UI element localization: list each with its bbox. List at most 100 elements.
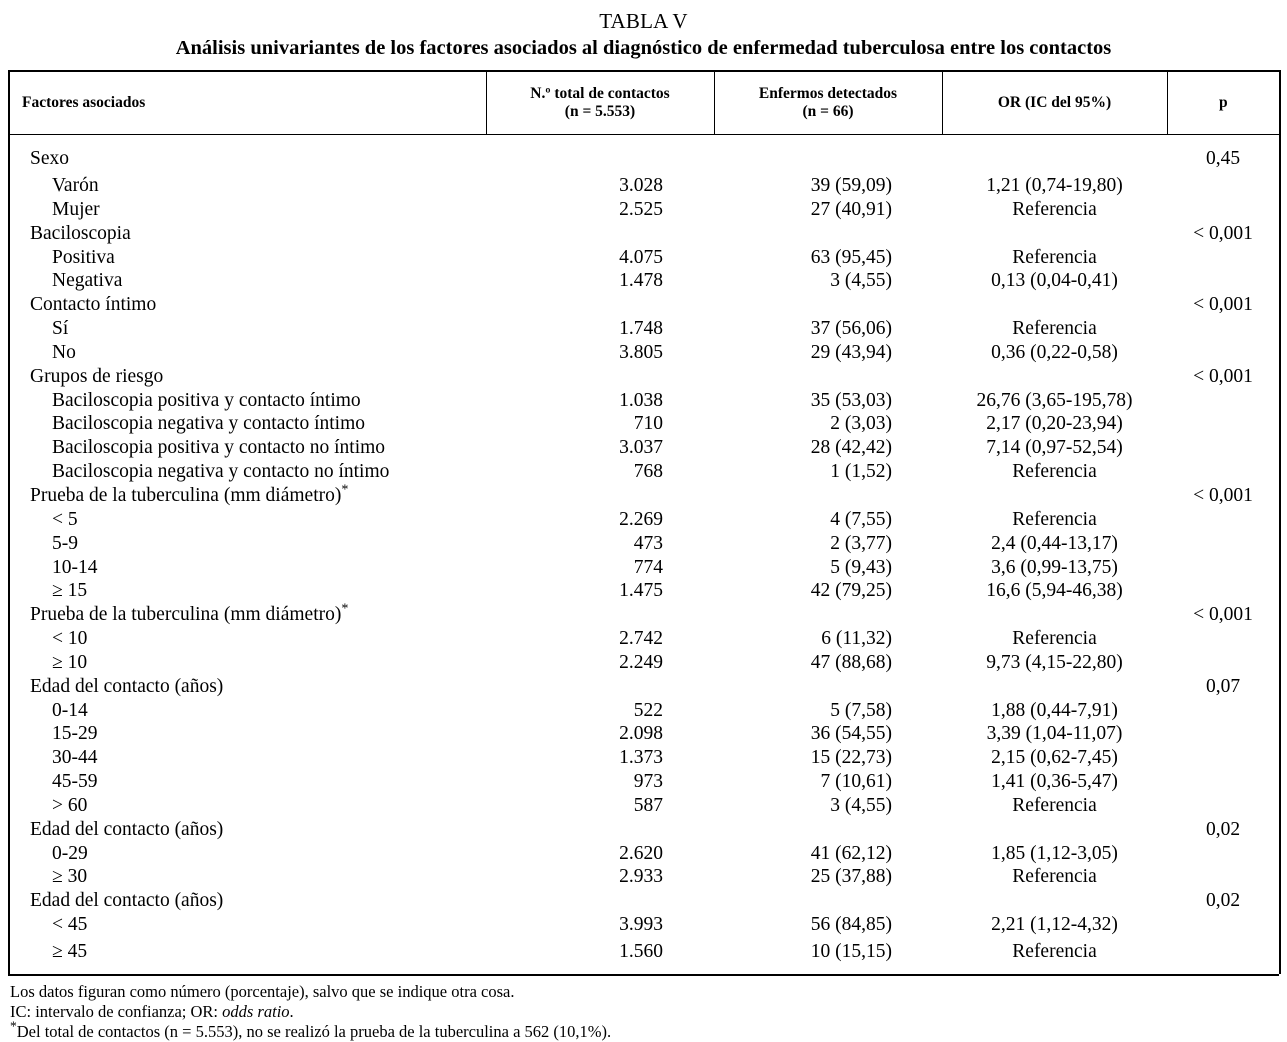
table-row: Varón 3.028 39 (59,09) 1,21 (0,74-19,80) <box>8 174 1281 198</box>
cell-p-value: < 0,001 <box>1167 221 1281 246</box>
table-row: Baciloscopia < 0,001 <box>8 221 1281 246</box>
cell-p-value: 0,02 <box>1167 817 1281 842</box>
table-row: Contacto íntimo < 0,001 <box>8 293 1281 318</box>
row-label-text: Grupos de riesgo <box>30 365 164 387</box>
note-line-2-prefix: IC: intervalo de confianza; OR: <box>10 1002 223 1021</box>
column-header-cases-detected-line2: (n = 66) <box>802 103 854 120</box>
table-row: ≥ 10 2.249 47 (88,68) 9,73 (4,15-22,80) <box>8 650 1281 675</box>
cell-cases-detected: 5 (9,43) <box>830 556 892 578</box>
row-label-text: ≥ 45 <box>52 941 88 963</box>
data-table: Factores asociados N.º total de contacto… <box>8 70 1281 974</box>
cell-p-value: < 0,001 <box>1167 293 1281 318</box>
note-line-2-suffix: . <box>289 1002 294 1021</box>
row-label-group: Sexo <box>8 134 486 174</box>
cell-odds-ratio: 1,41 (0,36-5,47) <box>991 771 1118 793</box>
row-label-text: Baciloscopia positiva y contacto íntimo <box>52 389 361 411</box>
table-row: > 60 587 3 (4,55) Referencia <box>8 793 1281 818</box>
cell-p-value: 0,07 <box>1167 674 1281 699</box>
table-row: Positiva 4.075 63 (95,45) Referencia <box>8 245 1281 270</box>
cell-total-contacts: 774 <box>633 556 663 578</box>
cell-cases-detected <box>714 818 942 842</box>
row-label-sub: ≥ 10 <box>8 650 486 675</box>
row-label-group: Edad del contacto (años) <box>8 889 486 914</box>
row-label-text: Sí <box>52 318 69 340</box>
table-row: ≥ 15 1.475 42 (79,25) 16,6 (5,94-46,38) <box>8 579 1281 604</box>
row-label-sub: ≥ 45 <box>8 937 486 974</box>
cell-total-contacts: 2.525 <box>619 198 663 220</box>
cell-odds-ratio <box>942 222 1167 246</box>
cell-total-contacts: 1.038 <box>619 389 663 411</box>
title-block: TABLA V Análisis univariantes de los fac… <box>8 0 1279 61</box>
note-line-3: *Del total de contactos (n = 5.553), no … <box>10 1018 1279 1042</box>
cell-odds-ratio <box>942 889 1167 913</box>
cell-total-contacts: 3.037 <box>619 437 663 459</box>
cell-cases-detected: 41 (62,12) <box>810 842 892 864</box>
cell-total-contacts <box>486 293 714 317</box>
cell-odds-ratio <box>942 293 1167 317</box>
cell-cases-detected: 29 (43,94) <box>810 341 892 363</box>
cell-p-value: 0,45 <box>1167 134 1281 174</box>
cell-p-value <box>1167 269 1281 294</box>
column-header-total-contacts: N.º total de contactos (n = 5.553) <box>485 70 714 135</box>
cell-odds-ratio: 0,13 (0,04-0,41) <box>991 270 1118 292</box>
note-line-2-italic: odds ratio <box>222 1002 290 1021</box>
row-label-text: < 45 <box>52 914 88 936</box>
cell-odds-ratio <box>942 603 1167 627</box>
footnote-marker-icon: * <box>341 481 349 498</box>
table-row: 0-14 522 5 (7,58) 1,88 (0,44-7,91) <box>8 698 1281 723</box>
cell-p-value <box>1167 746 1281 771</box>
table-row: 10-14 774 5 (9,43) 3,6 (0,99-13,75) <box>8 555 1281 580</box>
table-row: Baciloscopia negativa y contacto íntimo 7… <box>8 412 1281 437</box>
row-label-text: Edad del contacto (años) <box>30 675 224 697</box>
column-header-total-contacts-line2: (n = 5.553) <box>564 103 636 120</box>
table-row: Negativa 1.478 3 (4,55) 0,13 (0,04-0,41) <box>8 269 1281 294</box>
table-row: 0-29 2.620 41 (62,12) 1,85 (1,12-3,05) <box>8 841 1281 866</box>
cell-odds-ratio: 26,76 (3,65-195,78) <box>976 389 1133 411</box>
cell-p-value <box>1167 650 1281 675</box>
cell-p-value <box>1167 245 1281 270</box>
cell-p-value <box>1167 555 1281 580</box>
cell-total-contacts: 1.748 <box>619 318 663 340</box>
row-label-text: Mujer <box>52 198 100 220</box>
cell-total-contacts: 3.028 <box>619 175 663 196</box>
table-row: Baciloscopia positiva y contacto íntimo 1… <box>8 388 1281 413</box>
column-header-cases-detected-line1: Enfermos detectados <box>758 85 898 102</box>
cell-cases-detected <box>714 675 942 699</box>
cell-p-value: < 0,001 <box>1167 603 1281 628</box>
note-line-1: Los datos figuran como número (porcentaj… <box>10 982 515 1001</box>
cell-total-contacts: 2.098 <box>619 723 663 745</box>
cell-p-value <box>1167 436 1281 461</box>
table-header: Factores asociados N.º total de contacto… <box>8 70 1281 135</box>
cell-cases-detected <box>714 135 942 175</box>
row-label-text: < 5 <box>52 508 78 530</box>
cell-total-contacts: 1.478 <box>619 270 663 292</box>
cell-cases-detected: 36 (54,55) <box>810 723 892 745</box>
row-label-text: < 10 <box>52 628 88 650</box>
row-label-sub: Mujer <box>8 197 486 222</box>
row-label-text: Positiva <box>52 246 115 268</box>
cell-total-contacts: 2.620 <box>619 842 663 864</box>
cell-odds-ratio: 16,6 (5,94-46,38) <box>986 580 1123 602</box>
cell-total-contacts <box>486 603 714 627</box>
cell-cases-detected: 10 (15,15) <box>810 941 892 963</box>
cell-cases-detected: 42 (79,25) <box>810 580 892 602</box>
table-row: Prueba de la tuberculina (mm diámetro)* <… <box>8 481 1281 508</box>
cell-cases-detected: 3 (4,55) <box>830 270 892 292</box>
row-label-text: Edad del contacto (años) <box>30 890 224 912</box>
row-label-text: ≥ 30 <box>52 866 88 888</box>
row-label-text: 10-14 <box>52 556 98 578</box>
footnote-marker-icon: * <box>10 1018 17 1034</box>
row-label-sub: ≥ 30 <box>8 865 486 890</box>
cell-p-value <box>1167 865 1281 890</box>
row-label-text: 30-44 <box>52 747 98 769</box>
cell-odds-ratio: 0,36 (0,22-0,58) <box>991 341 1118 363</box>
cell-odds-ratio: 3,6 (0,99-13,75) <box>991 556 1118 578</box>
cell-total-contacts: 710 <box>633 413 663 435</box>
table-row: No 3.805 29 (43,94) 0,36 (0,22-0,58) <box>8 340 1281 365</box>
cell-cases-detected: 27 (40,91) <box>810 198 892 220</box>
table-row: Edad del contacto (años) 0,07 <box>8 674 1281 699</box>
cell-odds-ratio: Referencia <box>1012 508 1097 530</box>
row-label-sub: Baciloscopia negativa y contacto íntimo <box>8 412 486 437</box>
cell-p-value <box>1167 174 1281 198</box>
